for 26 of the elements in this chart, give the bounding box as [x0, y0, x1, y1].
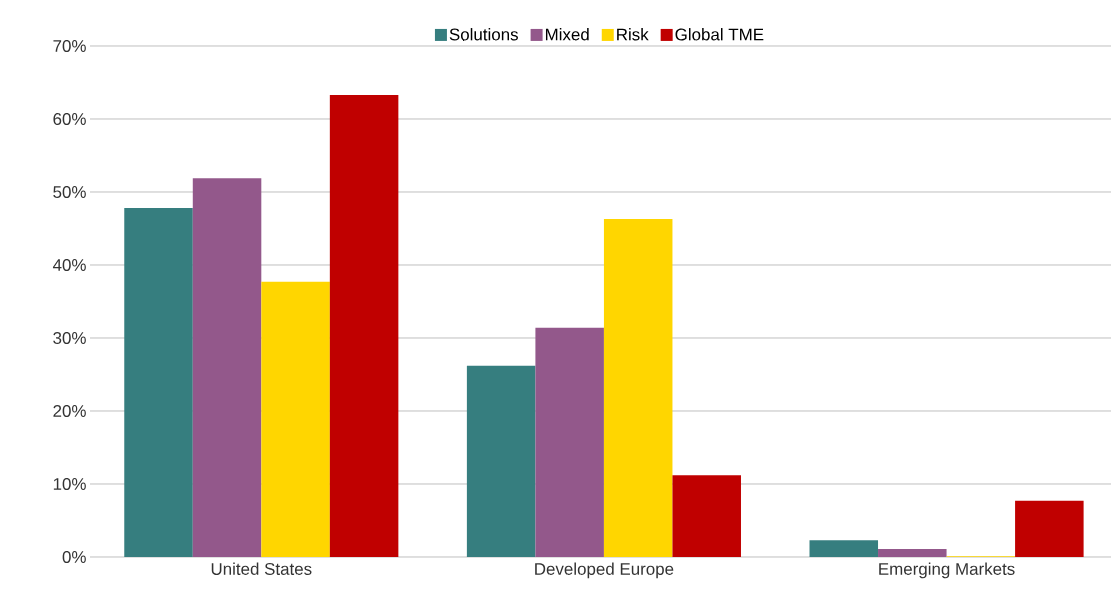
- y-tick-label: 20%: [53, 405, 86, 417]
- legend-label: Mixed: [545, 28, 589, 41]
- bar: [1015, 500, 1084, 557]
- bar: [672, 475, 741, 557]
- y-tick-label: 60%: [53, 113, 86, 125]
- x-tick-label: Developed Europe: [535, 562, 674, 579]
- bar: [603, 219, 673, 557]
- y-tick-label: 30%: [53, 332, 86, 344]
- legend-label: Global TME: [675, 28, 764, 41]
- y-tick-label: 10%: [53, 478, 86, 490]
- bar: [261, 281, 330, 557]
- x-tick-label: Emerging Markets: [879, 562, 1015, 579]
- bar: [878, 548, 947, 557]
- x-tick-label: United States: [211, 562, 312, 575]
- legend-label: Solutions: [449, 28, 518, 41]
- bar: [535, 327, 604, 557]
- y-tick-label: 70%: [53, 40, 86, 52]
- bar: [329, 94, 399, 557]
- bar: [192, 178, 262, 557]
- y-tick-label: 50%: [53, 186, 86, 198]
- bar: [466, 365, 536, 557]
- bar: [124, 208, 193, 557]
- legend-label: Risk: [617, 28, 649, 41]
- y-tick-label: 40%: [52, 259, 86, 271]
- y-tick-label: 0%: [62, 551, 86, 563]
- bar: [809, 540, 879, 557]
